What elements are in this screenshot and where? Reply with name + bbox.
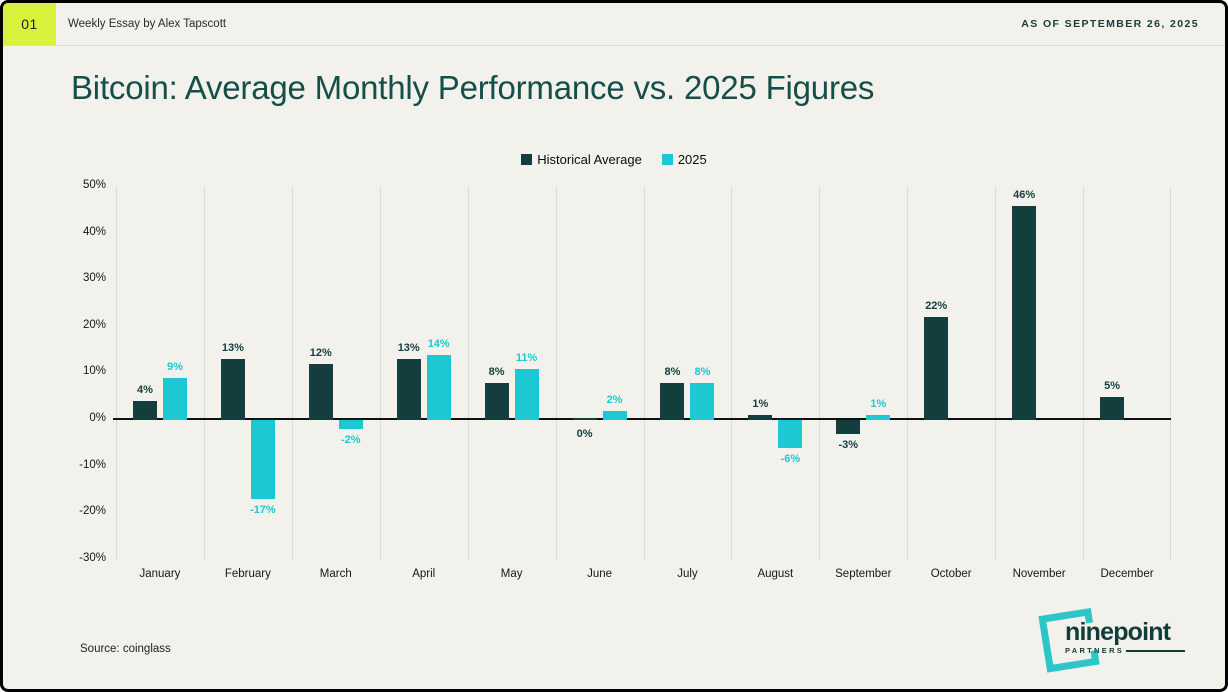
bar-2025-september (866, 415, 891, 420)
value-label-historical-average-october: 22% (925, 300, 948, 313)
bar-historical-average-december (1100, 396, 1125, 420)
bar-chart: 50% 40% 30% 20% 10% 0% -10% -20% -30% January Febr… (79, 179, 1171, 580)
y-axis-tick-label: 30% (82, 272, 106, 285)
x-axis-month-label: November (1012, 568, 1066, 580)
x-axis-month-label: September (835, 568, 892, 580)
chart-legend: Historical Average 2025 (3, 152, 1225, 167)
y-axis-tick-label: -10% (79, 458, 106, 471)
bar-historical-average-may (484, 382, 509, 420)
bar-historical-average-january (132, 401, 157, 420)
bar-2025-february (250, 420, 275, 500)
gridline (731, 187, 733, 560)
bar-historical-average-march (308, 364, 333, 420)
value-label-historical-average-december: 5% (1104, 379, 1120, 392)
source-note: Source: coinglass (80, 643, 171, 655)
x-axis-month-label: December (1100, 568, 1154, 580)
value-label-2025-june: 2% (606, 393, 623, 406)
gridline (995, 187, 997, 560)
value-label-historical-average-june: 0% (576, 428, 593, 440)
bar-2025-june (602, 410, 627, 420)
bar-historical-average-april (396, 359, 421, 420)
bar-2025-january (162, 378, 187, 420)
legend-item-2025: 2025 (661, 152, 707, 167)
gridline (1170, 187, 1171, 560)
legend-swatch-historical (521, 154, 533, 165)
bar-2025-july (690, 382, 715, 420)
y-axis-tick-label: -30% (79, 551, 106, 564)
y-axis-line (116, 187, 117, 560)
header-subtitle: Weekly Essay by Alex Tapscott (68, 18, 227, 30)
page-number-badge: 01 (3, 3, 56, 45)
gridline (1083, 187, 1085, 560)
value-label-2025-may: 11% (515, 351, 538, 364)
gridline (203, 187, 205, 560)
bar-historical-average-june (572, 418, 597, 420)
value-label-2025-july: 8% (694, 365, 711, 378)
ninepoint-partners-logo: ninepoint PARTNERS (1038, 606, 1191, 678)
y-axis-tick-label: -20% (79, 505, 106, 518)
value-label-2025-march: -2% (341, 434, 361, 447)
as-of-date: AS OF SEPTEMBER 26, 2025 (1021, 18, 1199, 30)
y-axis-tick-label: 0% (89, 412, 106, 424)
gridline (819, 187, 821, 560)
value-label-historical-average-may: 8% (488, 365, 505, 378)
value-label-historical-average-november: 46% (1013, 188, 1036, 201)
logo-wordmark: ninepoint (1065, 618, 1171, 646)
value-label-2025-september: 1% (870, 398, 887, 411)
x-axis-month-label: May (500, 568, 523, 580)
header-bar: 01 Weekly Essay by Alex Tapscott AS OF S… (3, 3, 1225, 46)
bar-2025-august (778, 420, 803, 448)
gridline (467, 187, 469, 560)
x-axis-month-label: August (757, 568, 794, 580)
bar-2025-may (514, 368, 539, 420)
gridline (291, 187, 293, 560)
value-label-historical-average-february: 13% (221, 342, 244, 355)
x-axis-month-label: March (319, 568, 352, 580)
bar-historical-average-september (836, 420, 861, 434)
bar-2025-april (426, 354, 451, 420)
value-label-2025-august: -6% (780, 452, 801, 465)
zero-axis-line (113, 418, 1171, 420)
y-axis-tick-label: 40% (82, 225, 106, 238)
value-label-2025-april: 14% (427, 337, 450, 350)
x-axis-month-label: April (412, 568, 436, 580)
gridline (379, 187, 381, 560)
y-axis-tick-label: 20% (82, 318, 106, 331)
value-label-historical-average-march: 12% (309, 347, 332, 360)
y-axis-tick-label: 10% (82, 365, 106, 378)
x-axis-month-label: February (224, 568, 271, 580)
legend-label-historical: Historical Average (537, 152, 642, 167)
value-label-historical-average-january: 4% (137, 384, 153, 397)
bar-historical-average-august (748, 415, 773, 420)
logo-partners-label: PARTNERS (1065, 646, 1125, 655)
legend-swatch-2025 (661, 154, 673, 165)
gridline (907, 187, 909, 560)
bar-historical-average-october (924, 317, 949, 420)
value-label-historical-average-august: 1% (752, 398, 769, 411)
y-axis-tick-label: 50% (82, 179, 106, 191)
x-axis-month-label: July (677, 568, 698, 580)
value-label-2025-february: -17% (250, 504, 276, 517)
bar-2025-march (338, 420, 363, 430)
x-axis-month-label: June (587, 568, 612, 580)
gridline (643, 187, 645, 560)
logo-subrow: PARTNERS (1065, 646, 1185, 655)
value-label-2025-january: 9% (167, 361, 183, 374)
bar-historical-average-july (660, 382, 685, 420)
value-label-historical-average-september: -3% (838, 438, 859, 451)
logo-text: ninepoint PARTNERS (1065, 620, 1185, 655)
bar-historical-average-november (1012, 205, 1037, 420)
gridline (555, 187, 557, 560)
logo-square-icon (1038, 608, 1100, 673)
bar-historical-average-february (220, 359, 245, 420)
page-title: Bitcoin: Average Monthly Performance vs.… (71, 69, 875, 106)
logo-rule (1126, 649, 1185, 652)
legend-label-2025: 2025 (677, 152, 707, 167)
value-label-historical-average-july: 8% (664, 365, 681, 378)
x-axis-month-label: January (139, 568, 181, 580)
legend-item-historical: Historical Average (521, 152, 642, 167)
value-label-historical-average-april: 13% (397, 342, 420, 355)
x-axis-month-label: October (930, 568, 972, 580)
